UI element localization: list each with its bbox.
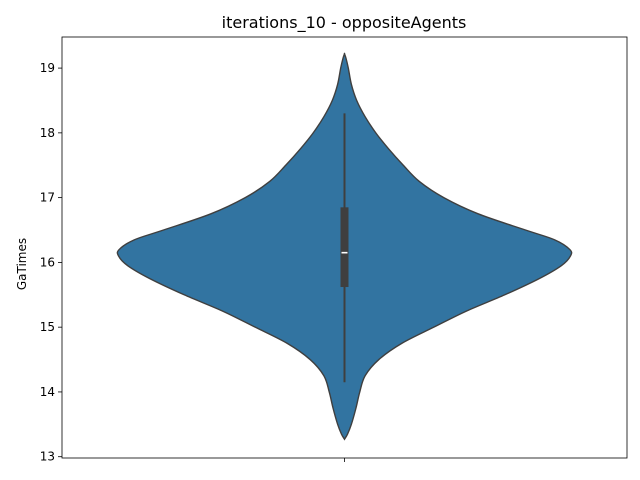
axes: 13 14 15 16 17 18 19 (40, 36, 628, 464)
y-tick-label: 16 (40, 255, 55, 269)
chart-title: iterations_10 - oppositeAgents (222, 13, 467, 33)
plot-area (116, 52, 573, 441)
y-tick-label: 15 (40, 320, 55, 334)
y-tick-label: 19 (40, 61, 55, 75)
y-axis-label: GaTimes (15, 238, 29, 290)
violin-iqr-box (340, 207, 349, 288)
y-tick-label: 17 (40, 191, 55, 205)
y-tick-label: 14 (40, 385, 55, 399)
y-tick-label: 13 (40, 450, 55, 464)
y-tick-label: 18 (40, 126, 55, 140)
